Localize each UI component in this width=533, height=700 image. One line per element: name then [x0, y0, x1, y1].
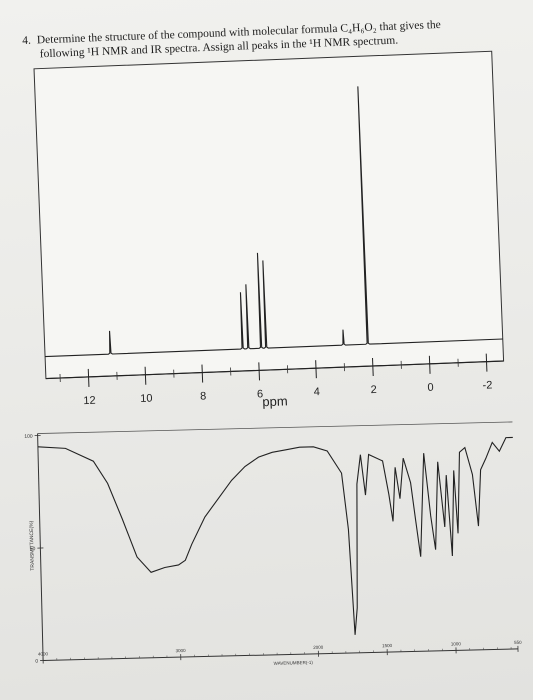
nmr-spectrum: 12 10 8 6 4 2 0 -2 ppm — [33, 50, 505, 409]
ir-x-tick-label: 4000 — [38, 651, 49, 656]
ir-y-tick-label: 0 — [35, 659, 38, 665]
nmr-major-ticks: 12 10 8 6 4 2 0 -2 — [83, 353, 493, 407]
nmr-tick-label: 10 — [140, 392, 153, 404]
nmr-tick-label: -2 — [482, 379, 492, 391]
nmr-tick — [485, 353, 488, 372]
nmr-tick — [428, 355, 431, 374]
ir-y-axis-label: TRANSMITTANCE(%) — [29, 520, 36, 570]
ir-y-tick-label: 100 — [24, 434, 33, 440]
nmr-tick — [87, 368, 90, 387]
nmr-tick-label: 8 — [200, 390, 207, 402]
ir-x-tick-label: 550 — [514, 640, 522, 645]
nmr-tick-label: 4 — [314, 386, 321, 398]
ir-spectrum: 0 50 100 4000 3000 2000 1500 1000 550 TRANSMITTA… — [24, 421, 522, 666]
nmr-trace — [45, 86, 503, 358]
ir-x-axis-label: WAVENUMBER(-1) — [274, 660, 314, 666]
ir-x-tick-label: 3000 — [176, 648, 187, 653]
nmr-tick-label: 12 — [83, 395, 96, 407]
nmr-frame — [33, 50, 505, 380]
ir-ticks: 0 50 100 4000 3000 2000 1500 1000 550 — [24, 434, 522, 665]
nmr-tick — [372, 357, 374, 377]
ir-y-tick-label: 50 — [30, 546, 36, 552]
nmr-tick-label: 0 — [427, 382, 434, 394]
ir-x-tick-label: 1500 — [382, 643, 393, 648]
nmr-tick-label: 2 — [370, 384, 377, 396]
nmr-tick-label: 6 — [257, 388, 264, 400]
nmr-tick — [144, 366, 147, 385]
nmr-tick — [315, 360, 317, 379]
ir-trace — [37, 436, 513, 635]
ir-x-tick-label: 2000 — [313, 645, 324, 650]
nmr-tick — [258, 362, 261, 381]
nmr-minor-ticks — [59, 358, 459, 383]
nmr-x-axis — [45, 360, 504, 380]
ir-x-tick-label: 1000 — [451, 641, 462, 646]
ir-y-axis — [37, 433, 44, 661]
ir-x-axis — [43, 648, 518, 661]
nmr-x-axis-label: ppm — [262, 393, 288, 409]
nmr-tick — [201, 364, 204, 383]
ir-top-border — [37, 421, 513, 434]
